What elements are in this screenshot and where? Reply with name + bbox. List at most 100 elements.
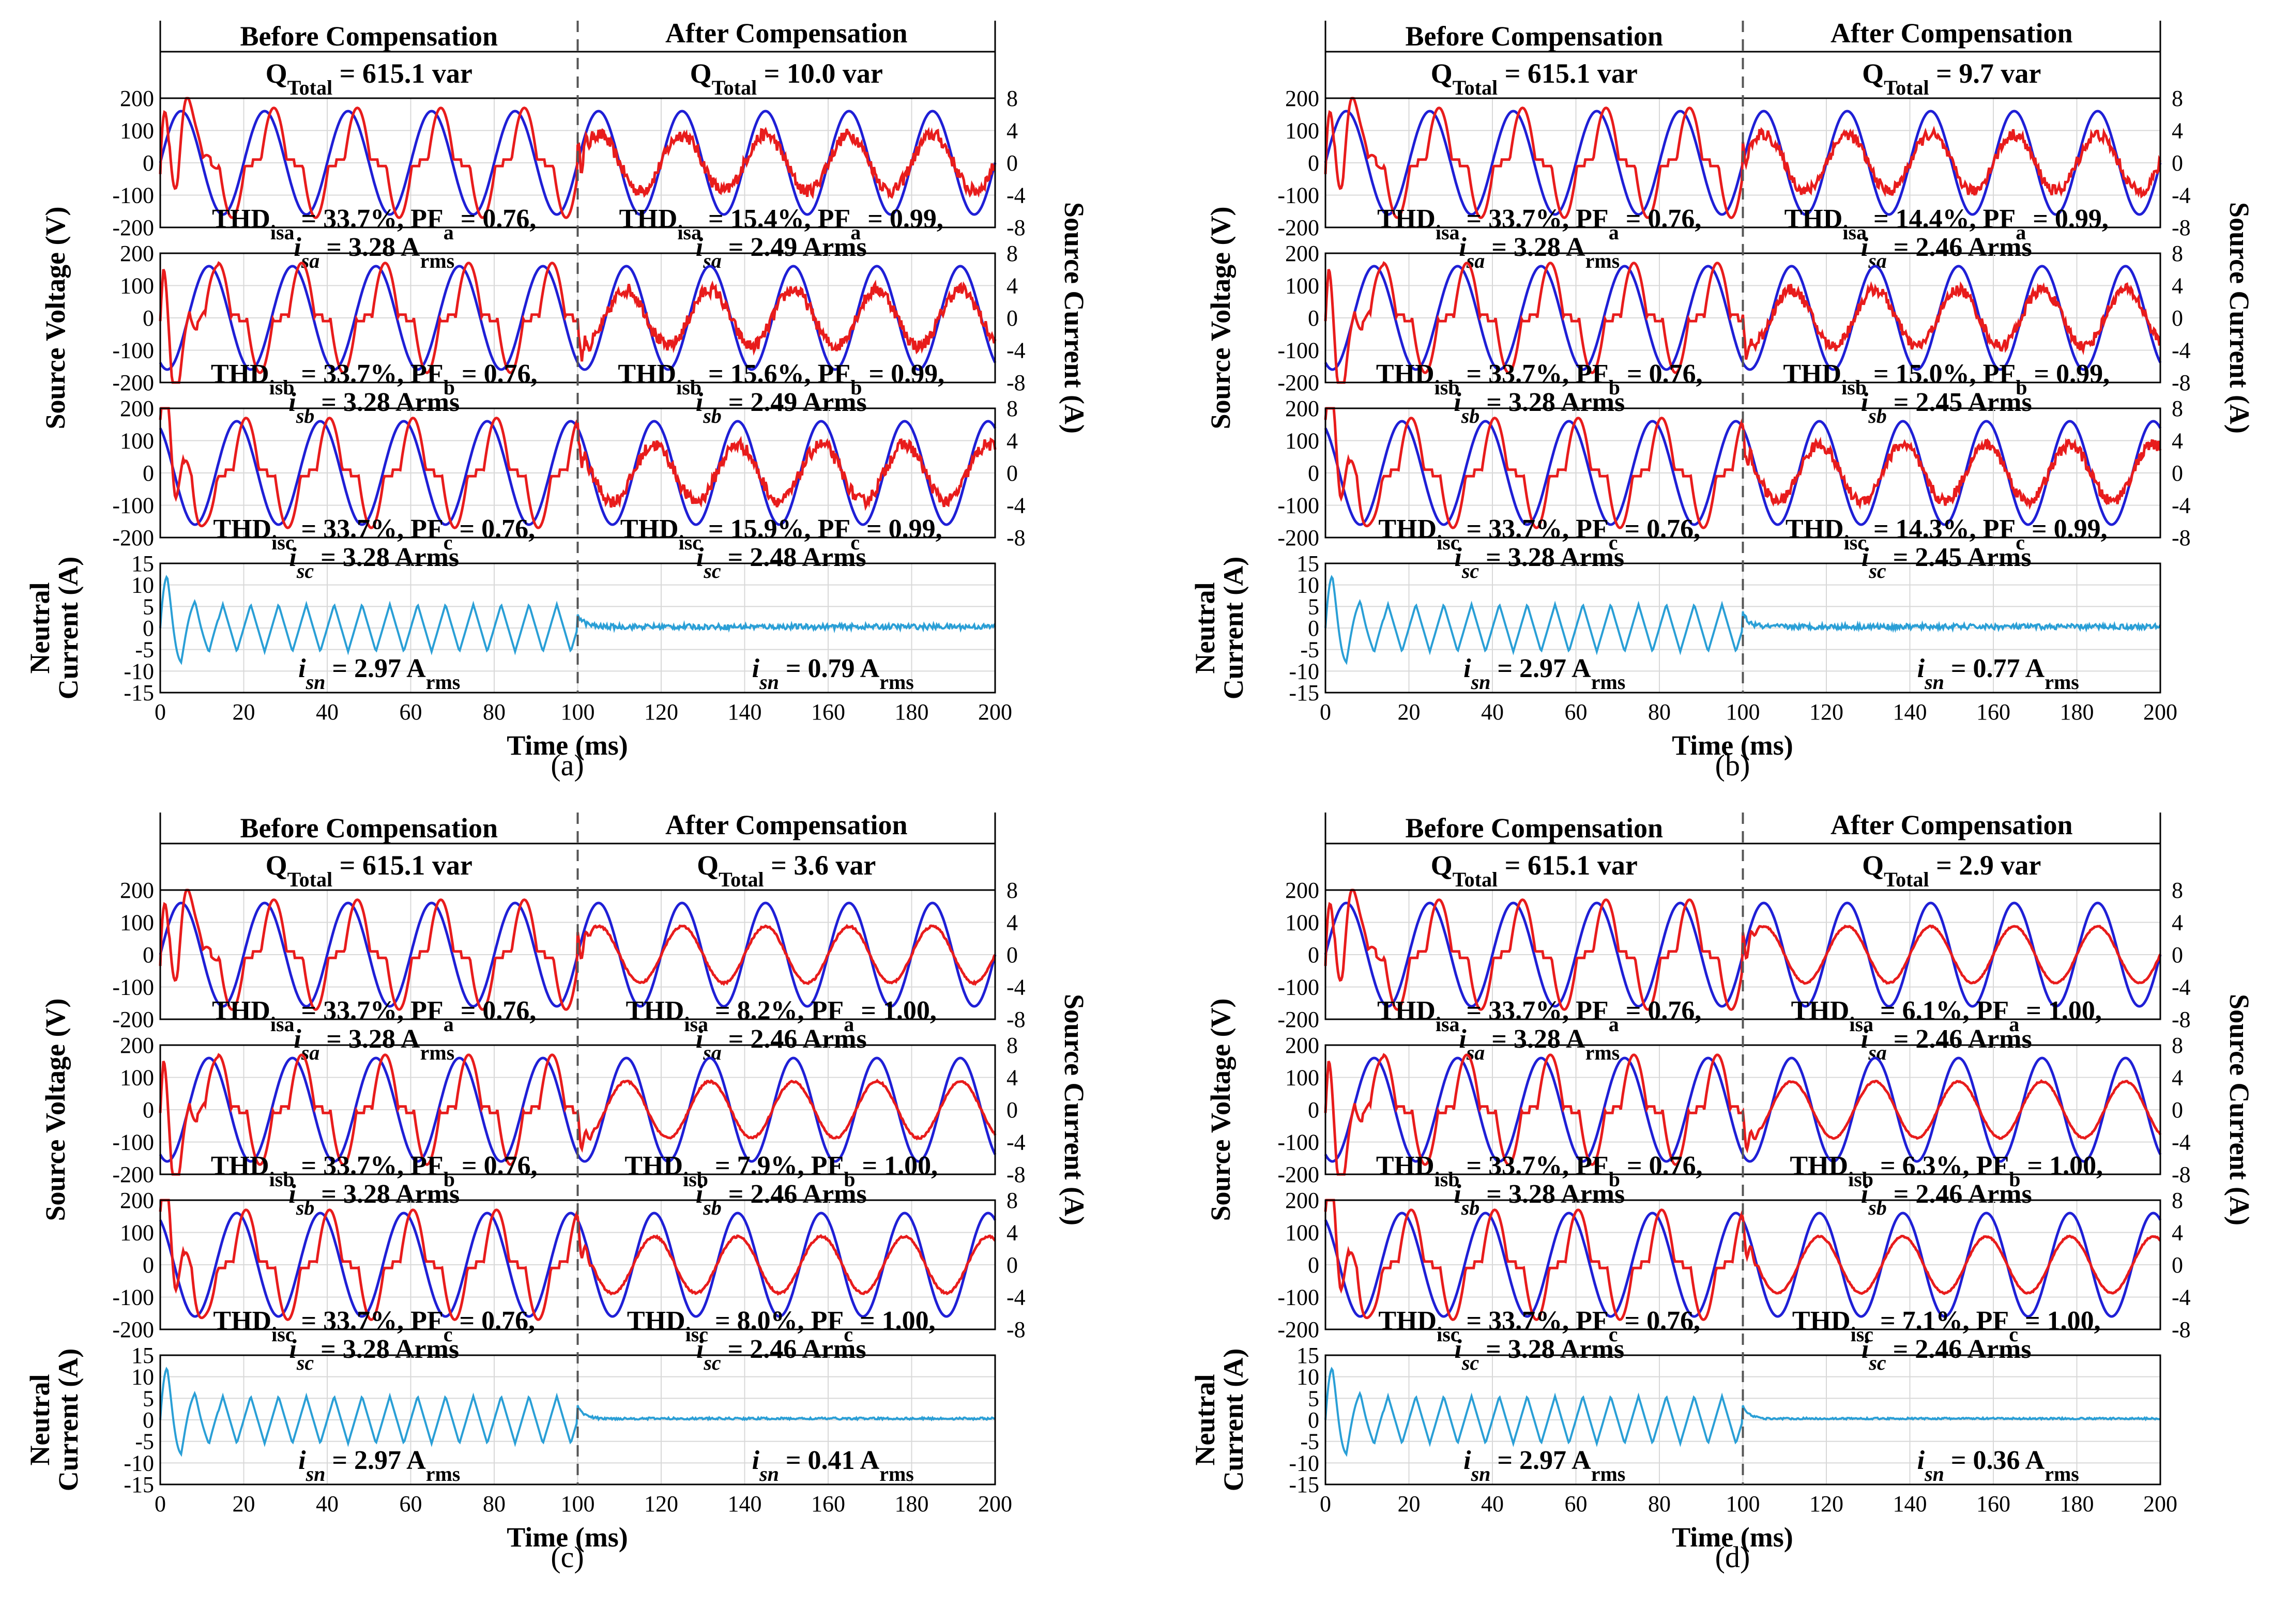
text-run: b <box>1609 1168 1620 1191</box>
voltage-tick-label: -200 <box>112 370 154 395</box>
text-run: = 8.0%, PF <box>708 1306 844 1336</box>
text-run: Q <box>1862 850 1884 881</box>
text-run: sb <box>1461 404 1480 427</box>
text-run: Q <box>1862 58 1884 89</box>
time-tick-label: 100 <box>561 699 595 725</box>
text-run: rms <box>420 249 455 272</box>
text-run: isa <box>1436 1013 1460 1036</box>
thd-before-c: THDisc = 33.7%, PFc = 0.76, <box>1378 1306 1700 1346</box>
text-run: = 3.28 <box>1479 543 1560 572</box>
text-run: c <box>2009 1323 2018 1346</box>
irms-after-a: isa = 2.49 Arms <box>696 233 867 272</box>
current-tick-label: 0 <box>1006 150 1018 176</box>
neutral-tick-label: -15 <box>124 680 154 706</box>
text-run: = 3.28 <box>314 543 395 572</box>
text-run: sn <box>759 670 779 694</box>
thd-before-b: THDisb = 33.7%, PFb = 0.76, <box>211 1151 538 1191</box>
text-run: sa <box>301 1041 320 1064</box>
current-tick-label: -8 <box>1006 525 1026 550</box>
voltage-tick-label: -100 <box>1277 493 1319 518</box>
thd-before-a: THDisa = 33.7%, PFa = 0.76, <box>212 996 536 1036</box>
after-compensation-label: After Compensation <box>665 18 907 49</box>
time-tick-label: 100 <box>1726 699 1760 725</box>
text-run: = 2.45 Arms <box>1886 543 2032 572</box>
current-tick-label: 4 <box>2172 910 2183 936</box>
text-run: isb <box>683 1168 708 1191</box>
voltage-tick-label: -200 <box>112 1317 154 1342</box>
text-run: = 33.7%, PF <box>1460 514 1609 544</box>
text-run: a <box>444 1013 454 1036</box>
neutral-tick-label: 0 <box>1308 1407 1319 1433</box>
text-run: isb <box>1841 376 1867 399</box>
current-tick-label: -4 <box>2172 975 2191 1000</box>
voltage-tick-label: 100 <box>1285 118 1319 144</box>
text-run: = 3.28 <box>314 388 395 417</box>
neutral-tick-label: 10 <box>131 1365 154 1390</box>
voltage-tick-label: -100 <box>112 338 154 363</box>
text-run: = 615.1 var <box>1498 850 1638 881</box>
current-tick-label: -8 <box>2172 370 2191 395</box>
current-trace-b <box>1324 261 2161 384</box>
thd-before-a: THDisa = 33.7%, PFa = 0.76, <box>1377 996 1701 1036</box>
text-run: i <box>1454 1179 1461 1209</box>
current-tick-label: -8 <box>2172 1007 2191 1032</box>
text-run: i <box>1454 1335 1462 1364</box>
thd-after-a: THDisa = 14.4%, PFa = 0.99, <box>1784 204 2109 244</box>
text-run: Q <box>690 58 712 89</box>
irms-before-c: isc = 3.28 Arms <box>1454 1335 1624 1374</box>
thd-before-b: THDisb = 33.7%, PFb = 0.76, <box>211 359 538 399</box>
current-trace-c <box>159 1199 996 1321</box>
neutral-tick-label: -10 <box>124 658 154 684</box>
text-run: rms <box>426 1462 461 1485</box>
time-tick-label: 120 <box>1809 1491 1843 1516</box>
irms-after-c: isc = 2.48 Arms <box>696 543 866 583</box>
phase-c-plot: 200 100 0 -100 -200 8 4 0 -4 -8 <box>112 396 1025 550</box>
neutral-tick-label: 15 <box>1296 1343 1319 1368</box>
subfigure-c: Before Compensation After CompensationQTo… <box>24 809 1090 1574</box>
text-run: c <box>444 531 453 554</box>
subfigure-d: Before Compensation After CompensationQTo… <box>1189 809 2255 1574</box>
x-axis-label: Time (ms) <box>507 1522 628 1553</box>
time-tick-label: 60 <box>1565 1491 1588 1516</box>
voltage-tick-label: 200 <box>120 1188 154 1213</box>
neutral-tick-label: -15 <box>124 1472 154 1497</box>
voltage-tick-label: 100 <box>1285 1220 1319 1246</box>
plot-frame <box>159 1199 996 1330</box>
time-tick-label: 180 <box>895 699 929 725</box>
neutral-tick-label: 10 <box>131 573 154 598</box>
voltage-tick-label: -100 <box>112 975 154 1000</box>
text-run: rms <box>879 670 914 694</box>
time-tick-label: 0 <box>155 1491 166 1516</box>
text-run: = 2.97 A <box>1490 1446 1591 1475</box>
text-run: i <box>1861 1179 1869 1209</box>
neutral-tick-label: -15 <box>1289 680 1319 706</box>
voltage-tick-label: 0 <box>143 1097 154 1123</box>
right-y-axis-label: Source Current (A) <box>2224 994 2255 1225</box>
text-run: THD <box>212 996 270 1025</box>
text-run: sn <box>306 670 326 694</box>
text-run: sa <box>1466 249 1485 272</box>
text-run: = 8.2%, PF <box>708 996 844 1025</box>
voltage-tick-label: -100 <box>1277 338 1319 363</box>
irms-after-b: isb = 2.46 Arms <box>1861 1179 2032 1219</box>
text-run: = 0.79 A <box>779 654 880 683</box>
right-y-axis-label: Source Current (A) <box>1059 202 1090 434</box>
text-run: = 3.28 <box>319 1024 401 1054</box>
time-tick-label: 100 <box>561 1491 595 1516</box>
thd-after-a: THDisa = 15.4%, PFa = 0.99, <box>619 204 943 244</box>
text-run: i <box>696 1179 704 1209</box>
thd-before-a: THDisa = 33.7%, PFa = 0.76, <box>1377 204 1701 244</box>
q-total-before: QTotal = 615.1 var <box>266 850 472 891</box>
left-y-axis-label: Source Voltage (V) <box>1205 207 1236 430</box>
text-run: = 1.00, <box>853 1306 936 1336</box>
text-run: sb <box>296 404 315 427</box>
text-run: sb <box>1461 1196 1480 1219</box>
voltage-tick-label: 0 <box>143 1252 154 1278</box>
neutral-irms-after: isn = 0.77 Arms <box>1917 654 2079 694</box>
text-run: Q <box>1431 58 1453 89</box>
text-run: = 2.48 Arms <box>721 543 866 572</box>
current-tick-label: 4 <box>1006 1220 1018 1246</box>
neutral-tick-label: 10 <box>1296 1365 1319 1390</box>
irms-after-b: isb = 2.49 Arms <box>696 388 867 427</box>
